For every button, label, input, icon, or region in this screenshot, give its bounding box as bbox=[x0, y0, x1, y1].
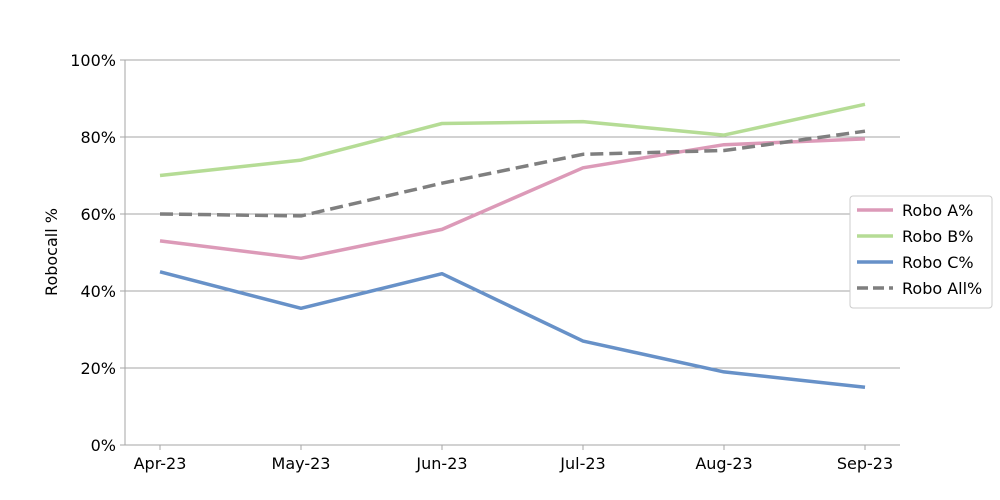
series-line bbox=[159, 270, 866, 390]
axes bbox=[124, 60, 900, 446]
y-tick-label: 80% bbox=[80, 128, 116, 147]
legend: Robo A% Robo B% Robo C% Robo All% bbox=[849, 195, 993, 309]
series-line bbox=[159, 129, 866, 218]
legend-label: Robo A% bbox=[902, 201, 973, 220]
x-tick-label: Sep-23 bbox=[837, 454, 893, 473]
y-tick-label: 0% bbox=[91, 436, 116, 455]
y-tick-label: 40% bbox=[80, 282, 116, 301]
x-tick-label: Aug-23 bbox=[695, 454, 752, 473]
x-tick-labels: Apr-23 May-23 Jun-23 Jul-23 Aug-23 Sep-23 bbox=[134, 445, 893, 473]
gridlines bbox=[125, 59, 900, 369]
series-lines bbox=[159, 102, 866, 390]
x-tick-label: Jul-23 bbox=[559, 454, 605, 473]
x-tick-label: Apr-23 bbox=[134, 454, 187, 473]
series-line bbox=[159, 137, 866, 261]
y-tick-label: 60% bbox=[80, 205, 116, 224]
series-line bbox=[159, 102, 866, 178]
y-axis-title: Robocall % bbox=[42, 208, 61, 296]
legend-label: Robo All% bbox=[902, 279, 982, 298]
legend-box bbox=[849, 195, 993, 309]
legend-label: Robo B% bbox=[902, 227, 973, 246]
legend-label: Robo C% bbox=[902, 253, 974, 272]
y-tick-label: 20% bbox=[80, 359, 116, 378]
y-tick-labels: 0% 20% 40% 60% 80% 100% bbox=[70, 51, 125, 455]
x-tick-label: May-23 bbox=[272, 454, 331, 473]
x-tick-label: Jun-23 bbox=[415, 454, 467, 473]
y-tick-label: 100% bbox=[70, 51, 116, 70]
